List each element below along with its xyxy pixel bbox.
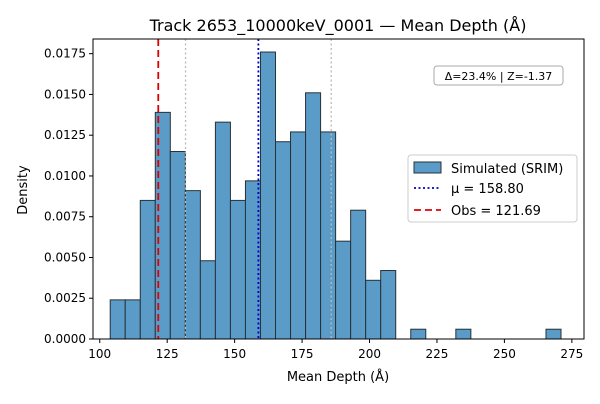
x-tick-label: 250 (493, 347, 516, 361)
y-tick-label: 0.0150 (44, 87, 86, 101)
y-tick-label: 0.0000 (44, 332, 86, 346)
histogram-bar (380, 270, 397, 340)
y-tick-label: 0.0050 (44, 250, 86, 264)
histogram-bar (169, 151, 186, 340)
legend-frame (407, 154, 578, 223)
y-axis-label: Density (16, 165, 31, 215)
histogram-bar (350, 209, 367, 340)
reference-lines-layer (157, 39, 332, 339)
chart-title: Track 2653_10000keV_0001 — Mean Depth (Å… (149, 16, 527, 36)
legend: Simulated (SRIM) μ = 158.80 Obs = 121.69 (407, 154, 578, 223)
histogram-bar (214, 121, 231, 340)
histogram-bar (124, 299, 141, 340)
y-tick-label: 0.0175 (44, 47, 86, 61)
y-tick-label: 0.0125 (44, 128, 86, 142)
histogram-bar (290, 131, 307, 340)
x-tick-label: 275 (560, 347, 583, 361)
legend-label-observed: Obs = 121.69 (451, 204, 541, 219)
histogram-bar (455, 328, 472, 340)
x-tick-label: 175 (291, 347, 314, 361)
x-tick-label: 225 (426, 347, 449, 361)
y-tick-label: 0.0100 (44, 169, 86, 183)
y-tick-label: 0.0075 (44, 210, 86, 224)
x-axis-label: Mean Depth (Å) (287, 369, 389, 385)
x-axis: 100 125 150 175 200 225 250 275 (88, 339, 583, 361)
y-tick-label: 0.0025 (44, 291, 86, 305)
histogram-bar (109, 299, 126, 340)
histogram-bar (184, 190, 201, 340)
histogram-bar (275, 141, 292, 340)
histogram-bar (305, 92, 322, 340)
x-tick-label: 125 (156, 347, 179, 361)
histogram-bar (365, 279, 382, 340)
stats-annotation: Δ=23.4% | Z=-1.37 (433, 65, 564, 86)
histogram-bar (229, 199, 246, 340)
histogram-bar (335, 240, 352, 340)
histogram-bar (545, 328, 562, 340)
legend-swatch-simulated (413, 161, 442, 174)
x-tick-label: 100 (88, 347, 111, 361)
stats-annotation-box (433, 65, 564, 86)
y-axis: 0.0000 0.0025 0.0050 0.0075 0.0100 0.0125 0.01… (44, 47, 93, 346)
legend-label-mean: μ = 158.80 (451, 182, 524, 197)
histogram-bar (139, 199, 156, 340)
histogram-bar (410, 328, 427, 340)
histogram-bar (199, 260, 216, 340)
histogram-bar (320, 131, 337, 340)
x-tick-label: 150 (223, 347, 246, 361)
x-tick-label: 200 (358, 347, 381, 361)
plot-frame (92, 38, 585, 340)
stats-annotation-text: Δ=23.4% | Z=-1.37 (445, 70, 553, 83)
legend-label-simulated: Simulated (SRIM) (451, 162, 563, 177)
histogram-bar (259, 51, 277, 340)
